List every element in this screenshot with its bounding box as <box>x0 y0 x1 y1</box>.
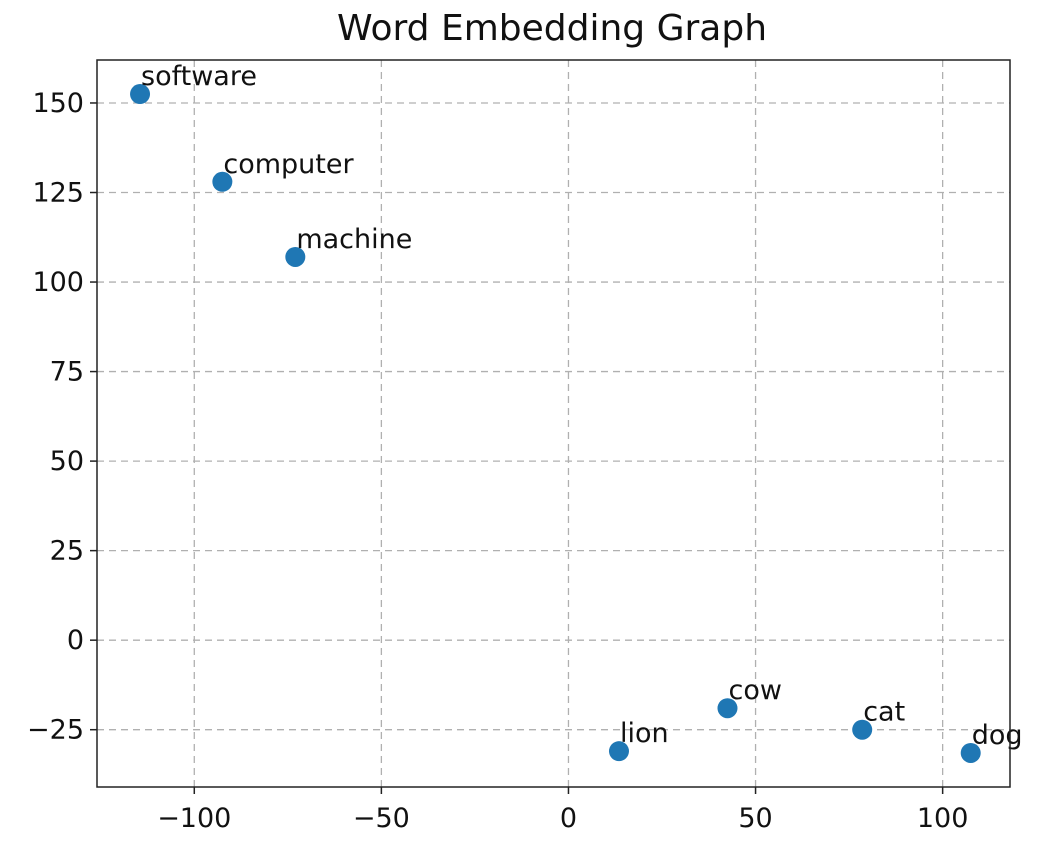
y-tick-label: −25 <box>27 715 84 746</box>
x-tick-label: −100 <box>157 803 231 834</box>
data-point-dog <box>960 742 981 763</box>
point-label-lion: lion <box>620 718 669 749</box>
y-tick-label: 75 <box>50 357 84 388</box>
point-label-software: software <box>141 61 257 92</box>
point-label-dog: dog <box>972 720 1023 751</box>
data-points <box>130 84 981 763</box>
x-tick-label: 0 <box>560 803 577 834</box>
y-tick-label: 150 <box>32 88 84 119</box>
y-tick-label: 100 <box>32 267 84 298</box>
point-labels: software computer machine cow lion cat dog <box>141 61 1022 751</box>
y-tick-label: 25 <box>50 536 84 567</box>
axis-ticks: −100 −50 0 50 100 −25 0 25 50 75 100 125 150 <box>27 88 968 834</box>
y-tick-label: 0 <box>67 625 84 656</box>
x-tick-label: −50 <box>353 803 410 834</box>
data-point-machine <box>285 246 306 267</box>
point-label-cat: cat <box>863 697 905 728</box>
x-tick-label: 50 <box>738 803 772 834</box>
data-point-lion <box>608 741 629 762</box>
data-point-software <box>130 84 151 105</box>
plot-area-frame <box>96 59 1011 788</box>
y-tick-label: 50 <box>50 446 84 477</box>
y-tick-label: 125 <box>32 178 84 209</box>
point-label-computer: computer <box>223 149 354 180</box>
data-point-cat <box>852 719 873 740</box>
x-tick-label: 100 <box>917 803 969 834</box>
data-point-computer <box>212 171 233 192</box>
point-label-cow: cow <box>728 675 781 706</box>
chart-title: Word Embedding Graph <box>337 8 767 49</box>
point-label-machine: machine <box>296 224 412 255</box>
data-point-cow <box>717 698 738 719</box>
